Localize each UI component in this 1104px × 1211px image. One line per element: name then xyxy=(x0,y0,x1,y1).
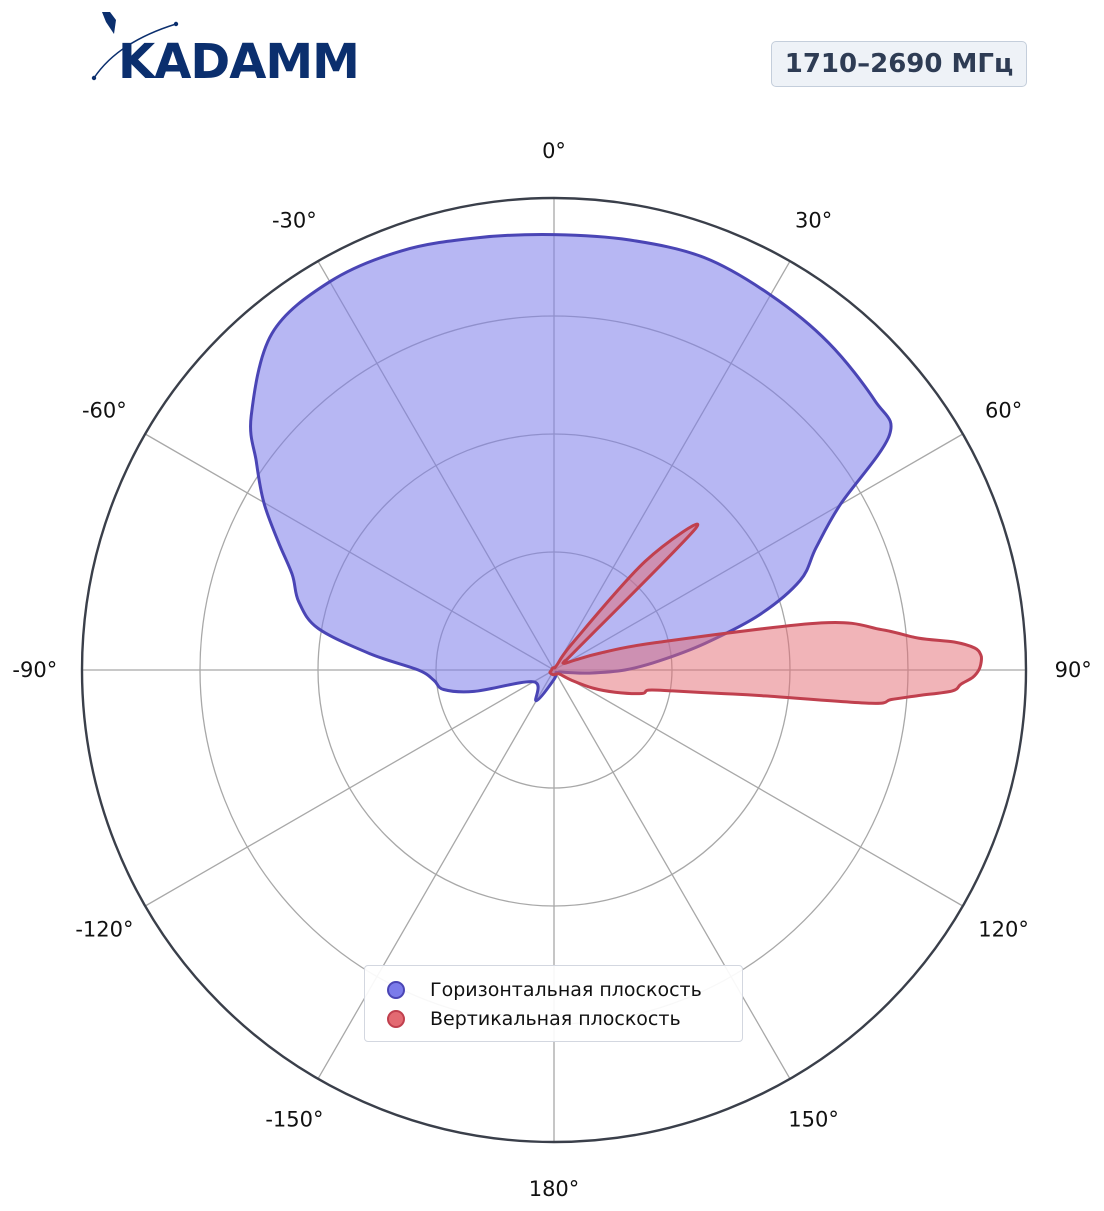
angle-tick-label: 150° xyxy=(788,1108,839,1132)
legend-item-vertical: Вертикальная плоскость xyxy=(387,1004,742,1033)
series-layer xyxy=(249,233,984,705)
angle-tick-label: 60° xyxy=(985,398,1022,422)
logo-mark-icon xyxy=(102,12,116,34)
legend-swatch-horizontal xyxy=(387,980,405,999)
angle-tick-label: -150° xyxy=(265,1108,323,1132)
legend-swatch-vertical xyxy=(387,1009,405,1028)
logo-text: KADAMM xyxy=(118,34,359,88)
logo-dot-icon xyxy=(91,75,97,81)
angle-tick-label: 120° xyxy=(978,918,1029,942)
angular-gridline xyxy=(317,669,555,1080)
angle-tick-label: -120° xyxy=(75,918,133,942)
logo-dot-icon xyxy=(173,21,179,27)
series-area-vertical xyxy=(548,522,984,705)
legend-item-horizontal: Горизонтальная плоскость xyxy=(387,975,742,1004)
angle-tick-label: 90° xyxy=(1055,658,1092,682)
angular-gridline xyxy=(553,669,791,1080)
polar-frame xyxy=(80,196,1028,1144)
logo-swoosh-icon xyxy=(93,23,177,79)
angle-tick-labels: 0° 30° 60° 90° 120° 150° 180° -150° -120° -90° -60… xyxy=(12,139,1091,1201)
angle-tick-label: -60° xyxy=(82,398,127,422)
legend-label-horizontal: Горизонтальная плоскость xyxy=(430,978,702,1001)
frequency-badge: 1710–2690 МГц xyxy=(771,41,1027,87)
angular-gridline xyxy=(144,669,555,907)
outer-frame xyxy=(80,196,1028,1144)
legend: Горизонтальная плоскость Вертикальная пл… xyxy=(364,965,743,1042)
angular-gridline xyxy=(553,669,964,907)
angle-tick-label: 180° xyxy=(529,1177,580,1201)
brand-logo: KADAMM xyxy=(91,12,360,88)
angle-tick-label: -30° xyxy=(272,208,317,232)
legend-label-vertical: Вертикальная плоскость xyxy=(430,1007,681,1030)
angle-tick-label: 0° xyxy=(542,139,566,163)
angle-tick-label: 30° xyxy=(795,208,832,232)
angle-tick-label: -90° xyxy=(12,658,57,682)
